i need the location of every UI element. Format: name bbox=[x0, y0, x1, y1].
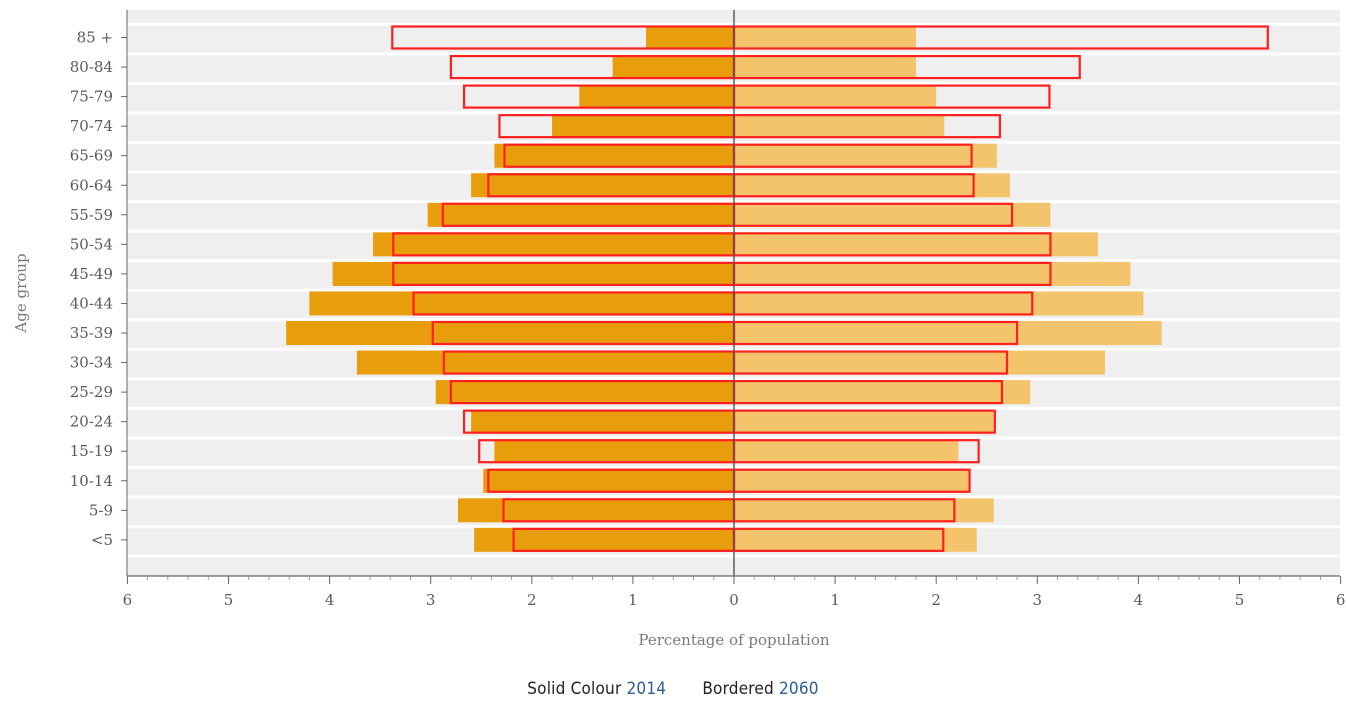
y-tick-label: 30-34 bbox=[70, 354, 113, 372]
x-tick-label: 0 bbox=[729, 591, 739, 609]
x-tick-label: 4 bbox=[325, 591, 335, 609]
bar-2014-right bbox=[734, 468, 970, 493]
legend-bordered-year: 2060 bbox=[779, 679, 819, 699]
y-tick-label: 50-54 bbox=[70, 235, 113, 253]
x-tick-labels: 6 5 4 3 2 1 0 1 2 3 4 5 6 bbox=[123, 576, 1346, 609]
bar-2014-left bbox=[286, 321, 734, 345]
bar-2014-right bbox=[734, 409, 994, 434]
bar-2014-right bbox=[734, 84, 937, 109]
bar-2014-left bbox=[612, 55, 734, 80]
bar-2014-right bbox=[734, 439, 959, 464]
bar-2014-right bbox=[734, 261, 1131, 286]
y-tick-label: 45-49 bbox=[70, 265, 113, 283]
bar-2014-left bbox=[471, 409, 734, 434]
bar-2014-left bbox=[435, 380, 734, 405]
x-tick-label: 2 bbox=[931, 591, 941, 609]
y-tick-label: 85 + bbox=[77, 29, 113, 47]
legend-bordered-label: Bordered bbox=[702, 679, 774, 699]
legend-solid-label: Solid Colour bbox=[527, 679, 622, 699]
x-tick-label: 5 bbox=[1235, 591, 1245, 609]
x-tick-label: 4 bbox=[1134, 591, 1144, 609]
bar-2014-left bbox=[579, 84, 734, 109]
x-tick-label: 5 bbox=[224, 591, 234, 609]
y-tick-label: <5 bbox=[91, 531, 113, 549]
bar-2014-left bbox=[552, 114, 734, 139]
x-tick-label: 3 bbox=[426, 591, 436, 609]
bar-2014-right bbox=[734, 202, 1051, 227]
y-tick-label: 35-39 bbox=[70, 324, 113, 342]
y-tick-label: 5-9 bbox=[89, 501, 113, 519]
bar-2014-left bbox=[427, 202, 734, 227]
bar-2014-right bbox=[734, 232, 1098, 257]
x-tick-label: 6 bbox=[1336, 591, 1346, 609]
x-axis-title: Percentage of population bbox=[638, 631, 829, 649]
y-tick-label: 15-19 bbox=[70, 442, 113, 460]
x-tick-label: 2 bbox=[527, 591, 537, 609]
x-tick-label: 3 bbox=[1033, 591, 1043, 609]
y-tick-labels: 85 + 80-84 75-79 70-74 65-69 60-64 55-59 50-54 4… bbox=[70, 29, 127, 549]
legend-solid-year: 2014 bbox=[626, 679, 667, 699]
bar-2014-right bbox=[734, 173, 1011, 198]
bar-2014-right bbox=[734, 350, 1106, 375]
bar-2014-right bbox=[734, 114, 945, 139]
bar-2014-right bbox=[734, 380, 1031, 405]
y-tick-label: 70-74 bbox=[70, 117, 113, 135]
bar-2014-right bbox=[734, 143, 997, 168]
y-tick-label: 80-84 bbox=[70, 58, 113, 76]
y-axis-title: Age group bbox=[12, 253, 30, 333]
bar-2014-right bbox=[734, 55, 916, 80]
y-tick-label: 55-59 bbox=[70, 206, 113, 224]
bar-2014-right bbox=[734, 321, 1162, 345]
x-tick-label: 1 bbox=[628, 591, 638, 609]
y-tick-label: 25-29 bbox=[70, 383, 113, 401]
bar-2014-left bbox=[483, 468, 734, 493]
bar-2014-left bbox=[471, 173, 734, 198]
x-tick-label: 6 bbox=[123, 591, 133, 609]
bar-2014-left bbox=[494, 143, 734, 168]
bar-2014-left bbox=[356, 350, 734, 375]
y-tick-label: 65-69 bbox=[70, 147, 113, 165]
bar-2014-right bbox=[734, 25, 916, 50]
legend: Solid Colour 2014 Bordered 2060 bbox=[0, 679, 1346, 699]
bar-2014-left bbox=[309, 291, 734, 316]
bar-2014-left bbox=[332, 261, 734, 286]
bar-2014-right bbox=[734, 498, 994, 523]
bar-2014-right bbox=[734, 527, 977, 552]
bar-2014-left bbox=[373, 232, 734, 257]
bar-2014-left bbox=[494, 439, 734, 464]
bar-2014-left bbox=[646, 25, 734, 50]
y-tick-label: 20-24 bbox=[70, 413, 113, 431]
bar-2014-left bbox=[457, 498, 734, 523]
y-tick-label: 75-79 bbox=[70, 88, 113, 106]
y-tick-label: 60-64 bbox=[70, 176, 113, 194]
x-tick-label: 1 bbox=[830, 591, 840, 609]
y-tick-label: 10-14 bbox=[70, 472, 113, 490]
bar-2014-right bbox=[734, 291, 1144, 316]
bar-2014-left bbox=[474, 527, 734, 552]
y-tick-label: 40-44 bbox=[70, 294, 113, 312]
